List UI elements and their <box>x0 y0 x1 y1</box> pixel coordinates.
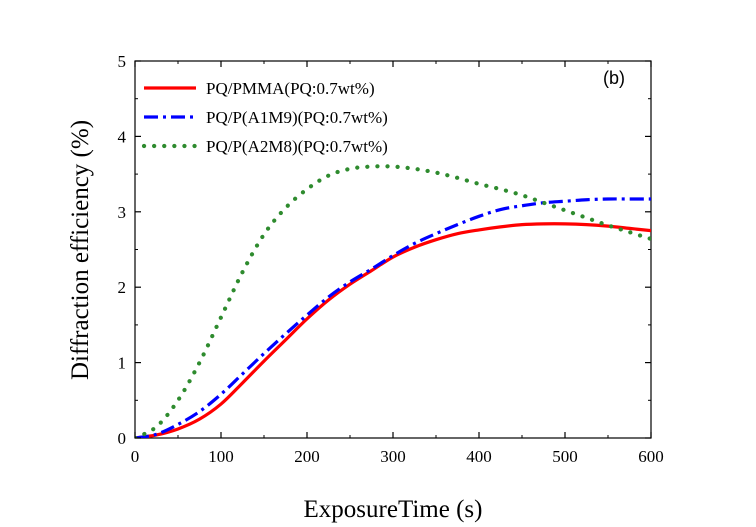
x-tick-label: 500 <box>552 447 578 466</box>
y-tick-label: 3 <box>118 203 127 222</box>
series-line-3 <box>135 164 651 438</box>
y-axis-title: Diffraction efficiency (%) <box>67 120 94 380</box>
x-tick-label: 100 <box>208 447 234 466</box>
legend-label-2: PQ/P(A1M9)(PQ:0.7wt%) <box>206 108 388 127</box>
x-axis-title: ExposureTime (s) <box>304 496 483 523</box>
y-tick-label: 2 <box>118 278 127 297</box>
y-tick-label: 4 <box>118 127 127 146</box>
y-tick-label: 1 <box>118 354 127 373</box>
y-tick-label: 0 <box>118 429 127 448</box>
legend-label-1: PQ/PMMA(PQ:0.7wt%) <box>206 79 375 98</box>
series-line-1 <box>135 222 651 438</box>
series-line-2 <box>135 197 651 438</box>
y-tick-label: 5 <box>118 52 127 71</box>
x-tick-label: 300 <box>380 447 406 466</box>
x-tick-label: 600 <box>638 447 664 466</box>
panel-label: (b) <box>603 68 625 88</box>
x-tick-label: 400 <box>466 447 492 466</box>
legend-label-3: PQ/P(A2M8)(PQ:0.7wt%) <box>206 137 388 156</box>
x-tick-label: 0 <box>131 447 140 466</box>
x-tick-label: 200 <box>294 447 320 466</box>
